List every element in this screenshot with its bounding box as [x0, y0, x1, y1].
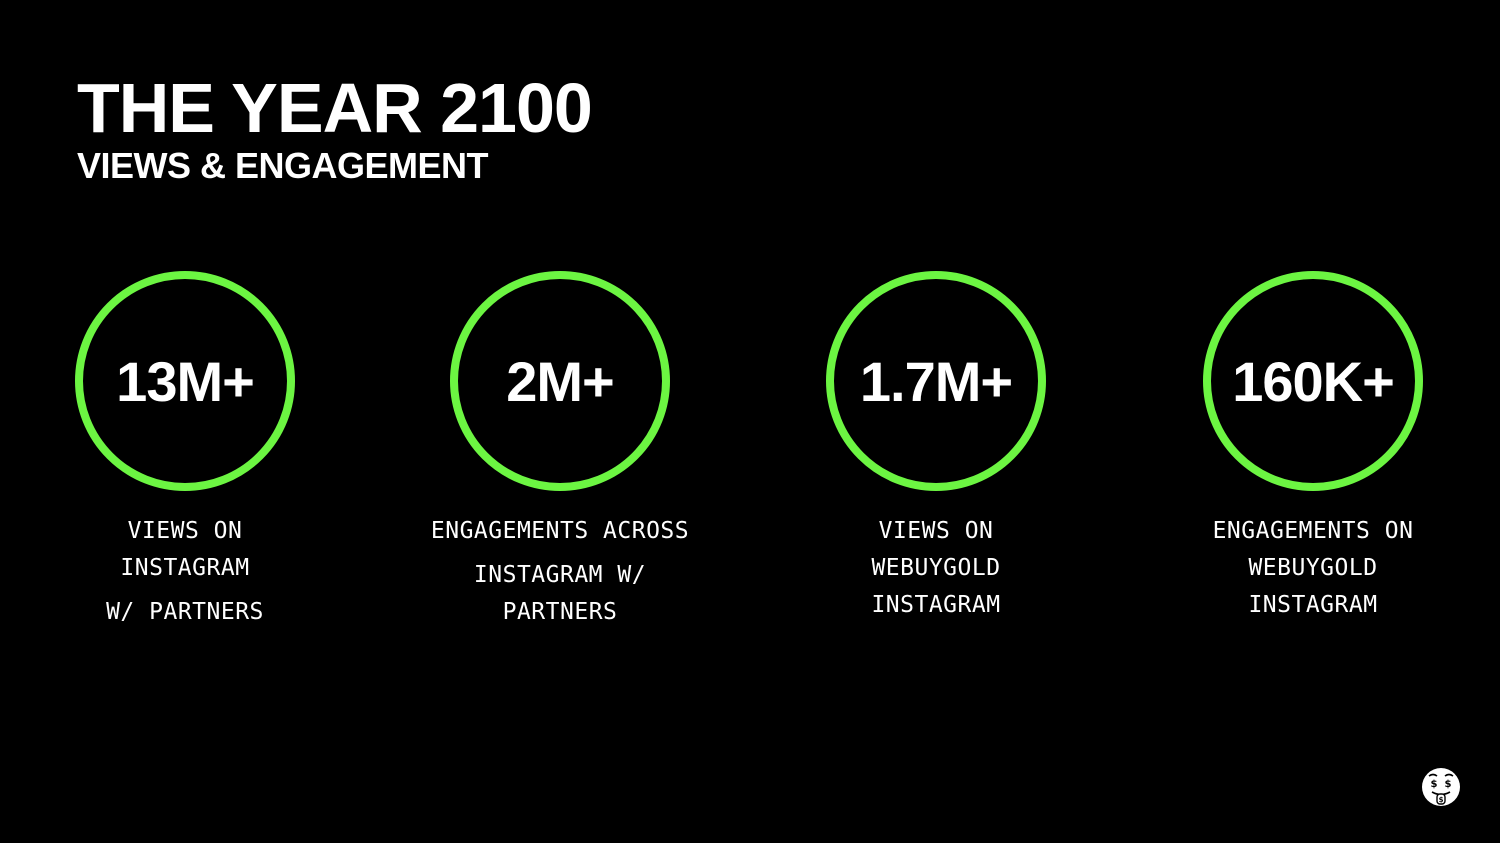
svg-text:$: $: [1439, 796, 1444, 804]
stat-value: 2M+: [506, 349, 614, 413]
stat-caption: VIEWS ON INSTAGRAM W/ PARTNERS: [106, 513, 264, 631]
stat-caption-line: INSTAGRAM: [871, 592, 1001, 618]
stat-value: 1.7M+: [859, 349, 1013, 413]
stat-ring: 13M+: [75, 271, 295, 491]
svg-text:$: $: [1431, 779, 1438, 790]
stat-caption-line: INSTAGRAM: [1248, 592, 1378, 618]
stat-webuygold-views: 1.7M+ VIEWS ON WEBUYGOLD INSTAGRAM: [786, 271, 1086, 624]
money-mouth-face-icon: $ $ $: [1421, 767, 1461, 807]
stat-caption: ENGAGEMENTS ACROSS INSTAGRAM W/ PARTNERS: [431, 513, 689, 631]
stat-ring: 160K+: [1203, 271, 1423, 491]
stat-caption-line: ENGAGEMENTS ON: [1212, 518, 1414, 544]
stat-value: 13M+: [116, 349, 255, 413]
svg-text:$: $: [1445, 779, 1452, 790]
slide-subtitle: VIEWS & ENGAGEMENT: [77, 145, 489, 186]
stat-caption-line: INSTAGRAM: [120, 555, 250, 581]
stat-caption-line: VIEWS ON: [127, 518, 243, 544]
stat-caption-line: W/ PARTNERS: [106, 599, 264, 625]
stat-caption-line: WEBUYGOLD: [871, 555, 1001, 581]
stat-caption-line: WEBUYGOLD: [1248, 555, 1378, 581]
slide-title: THE YEAR 2100: [77, 69, 593, 147]
stat-webuygold-engagements: 160K+ ENGAGEMENTS ON WEBUYGOLD INSTAGRAM: [1163, 271, 1463, 624]
stat-ring: 1.7M+: [826, 271, 1046, 491]
stat-caption-line: PARTNERS: [502, 599, 618, 625]
stat-value: 160K+: [1232, 349, 1395, 413]
stat-ring: 2M+: [450, 271, 670, 491]
stat-caption-line: VIEWS ON: [878, 518, 994, 544]
stat-caption-line: INSTAGRAM W/: [473, 562, 647, 588]
stat-instagram-engagements: 2M+ ENGAGEMENTS ACROSS INSTAGRAM W/ PART…: [410, 271, 710, 631]
stat-caption: VIEWS ON WEBUYGOLD INSTAGRAM: [871, 513, 1000, 624]
stat-caption: ENGAGEMENTS ON WEBUYGOLD INSTAGRAM: [1213, 513, 1414, 624]
stat-instagram-views: 13M+ VIEWS ON INSTAGRAM W/ PARTNERS: [35, 271, 335, 631]
stat-caption-line: ENGAGEMENTS ACROSS: [430, 518, 690, 544]
